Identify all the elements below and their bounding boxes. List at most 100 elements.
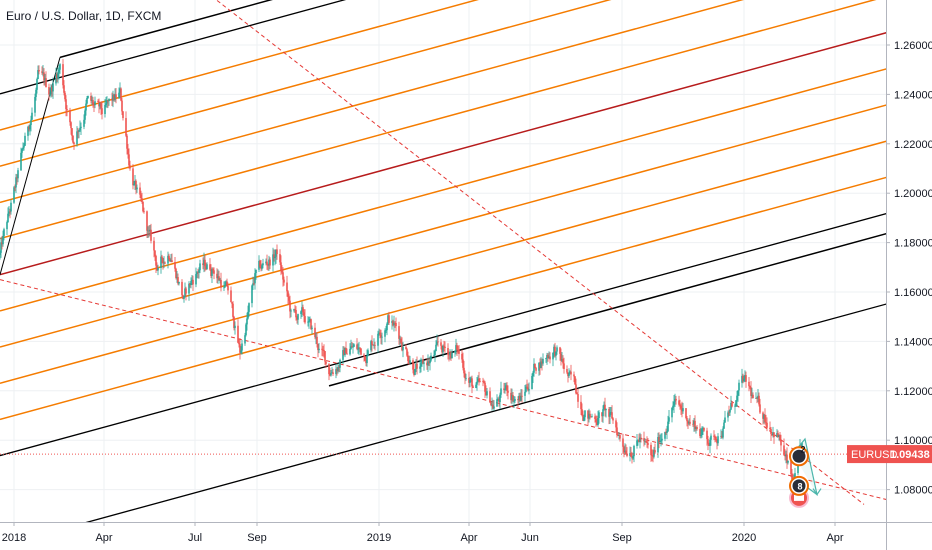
candle-body (783, 445, 785, 455)
candle-body (374, 344, 376, 346)
candle-body (511, 395, 513, 401)
candle-body (787, 460, 789, 463)
candle-body (192, 279, 194, 285)
candle-body (756, 397, 758, 399)
candle-body (13, 187, 15, 203)
candle-body (97, 101, 99, 103)
candle-body (170, 260, 172, 262)
event-badge-count: 8 (797, 481, 802, 491)
candle-body (647, 443, 649, 445)
candle-body (785, 454, 787, 457)
candle-body (562, 358, 564, 364)
candle-body (360, 348, 362, 355)
candle-body (290, 310, 292, 312)
candle-body (420, 363, 422, 367)
candle-body (493, 406, 495, 409)
candle-body (112, 94, 114, 101)
candle-body (322, 349, 324, 351)
candle-body (727, 412, 729, 418)
candle-body (602, 409, 604, 417)
candle-body (477, 378, 479, 382)
candle-body (780, 440, 782, 446)
candle-body (56, 74, 58, 79)
candle-body (35, 89, 37, 97)
candle-body (584, 410, 586, 418)
candle-body (141, 198, 143, 202)
candle-body (469, 380, 471, 383)
candle-body (177, 277, 179, 284)
candle-body (702, 428, 704, 429)
candle-body (594, 416, 596, 420)
candle-body (189, 283, 191, 286)
candle-body (624, 450, 626, 453)
candle-body (484, 382, 486, 392)
candle-body (295, 309, 297, 318)
candle-body (289, 300, 291, 312)
candle-body (412, 360, 414, 370)
candle-body (388, 315, 390, 323)
candle-body (87, 95, 89, 99)
candle-body (566, 369, 568, 373)
time-tick-label: Sep (247, 532, 267, 544)
candle-body (353, 344, 355, 347)
candle-body (365, 360, 367, 364)
candle-body (199, 263, 201, 271)
candle-body (337, 367, 339, 372)
candle-body (630, 453, 632, 457)
candle-body (448, 354, 450, 356)
candle-body (392, 321, 394, 326)
candle-body (132, 168, 134, 186)
candle-body (274, 256, 276, 259)
candle-body (596, 422, 598, 426)
candle-body (688, 421, 690, 424)
candle-body (181, 281, 183, 296)
candle-body (27, 126, 29, 136)
candle-body (160, 256, 162, 269)
event-badge-count: 2 (800, 444, 805, 454)
candle-body (350, 346, 352, 349)
candle-body (343, 350, 345, 356)
candle-body (573, 374, 575, 377)
price-axis[interactable]: 1.26000 1.24000 1.22000 1.20000 1.18000 1.160… (847, 0, 932, 550)
candle-body (240, 350, 242, 353)
candle-body (325, 361, 327, 364)
candle-body (744, 375, 746, 379)
candle-body (651, 455, 653, 457)
candle-body (605, 408, 607, 411)
candle-body (191, 279, 193, 282)
candle-body (770, 429, 772, 434)
time-axis[interactable]: 2018 Apr Jul Sep 2019 Apr Jun Sep 2020 Apr (0, 522, 932, 550)
candle-body (259, 260, 261, 267)
price-tick-label: 1.20000 (894, 188, 932, 200)
candle-body (202, 263, 204, 266)
candle-body (139, 187, 141, 195)
candle-body (356, 344, 358, 349)
candle-body (213, 270, 215, 274)
candle-body (0, 242, 2, 253)
candle-body (674, 398, 676, 402)
plot-area[interactable] (0, 0, 886, 522)
candle-body (164, 262, 166, 264)
candle-body (198, 270, 200, 273)
candle-body (258, 260, 260, 270)
candle-body (706, 430, 708, 440)
candle-body (69, 110, 71, 123)
channel-upper-line (59, 0, 273, 59)
candle-body (640, 437, 642, 439)
candle-body (253, 283, 255, 285)
candle-body (608, 408, 610, 417)
candle-body (52, 83, 54, 92)
candle-body (580, 401, 582, 410)
candle-body (45, 78, 47, 88)
candle-body (297, 314, 299, 320)
candle-body (378, 332, 380, 334)
price-axis-background (886, 0, 932, 550)
candle-body (534, 363, 536, 368)
candle-body (93, 104, 95, 106)
candle-body (220, 279, 222, 288)
candle-body (443, 345, 445, 347)
candle-body (328, 363, 330, 375)
candle-body (308, 320, 310, 322)
candle-body (357, 348, 359, 350)
